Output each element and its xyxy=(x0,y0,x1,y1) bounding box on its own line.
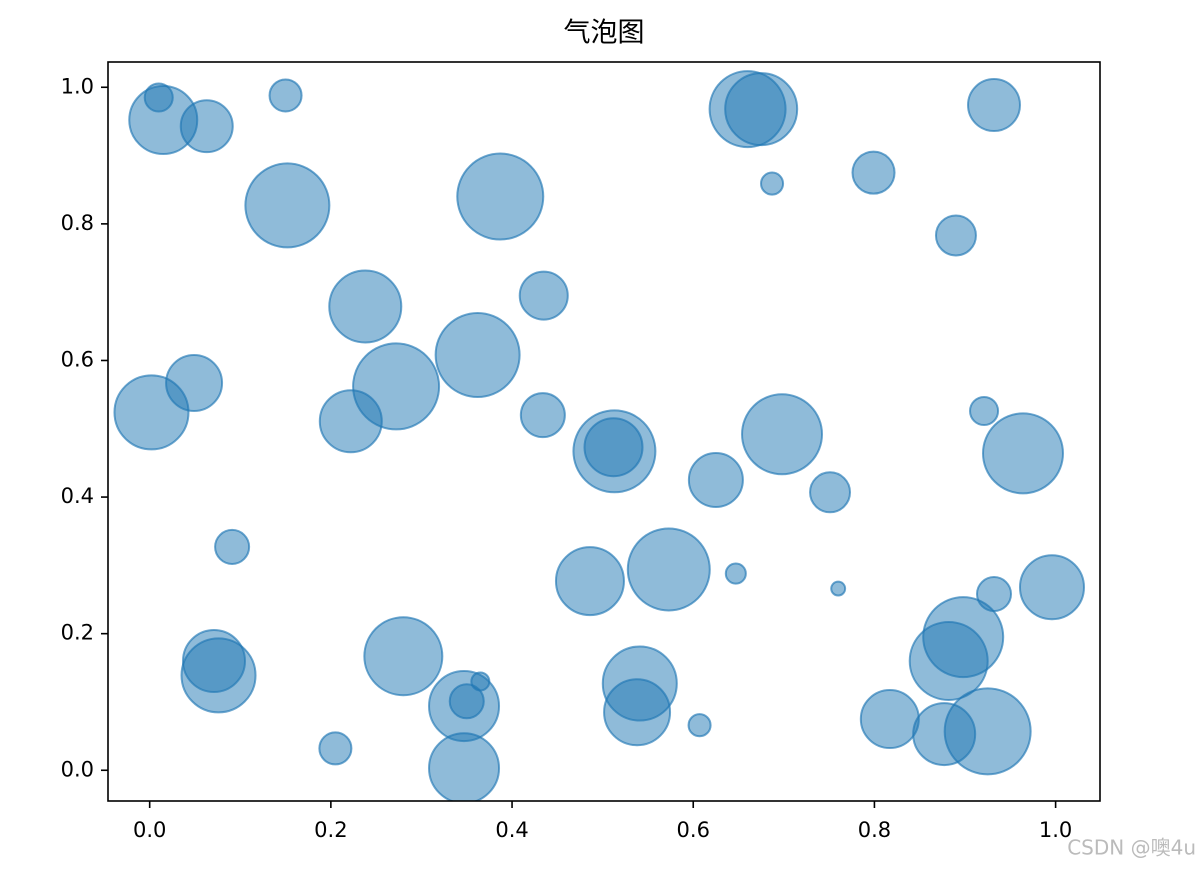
bubble xyxy=(518,270,569,321)
bubble xyxy=(214,528,251,565)
bubble xyxy=(179,99,234,154)
x-tick-label: 0.2 xyxy=(314,818,347,842)
bubble xyxy=(318,731,353,766)
bubble xyxy=(470,671,491,692)
bubble xyxy=(626,527,711,612)
bubble xyxy=(554,546,625,617)
bubble xyxy=(982,412,1064,495)
y-tick-label: 0.0 xyxy=(61,757,94,781)
y-tick-label: 0.6 xyxy=(61,347,94,371)
bubble xyxy=(328,269,403,344)
bubble xyxy=(760,171,785,196)
bubble xyxy=(687,451,744,508)
x-tick-label: 0.4 xyxy=(495,818,528,842)
bubble xyxy=(268,78,303,113)
y-tick-label: 0.8 xyxy=(61,211,94,235)
chart-title: 气泡图 xyxy=(564,18,645,49)
bubble xyxy=(434,312,521,398)
x-tick-label: 1.0 xyxy=(1039,818,1072,842)
axes-frame xyxy=(107,61,1101,802)
x-tick-label: 0.0 xyxy=(133,818,166,842)
bubble xyxy=(244,162,331,249)
bubble xyxy=(809,471,852,514)
bubble xyxy=(428,732,501,801)
bubble xyxy=(724,72,799,147)
x-tick-label: 0.8 xyxy=(858,818,891,842)
plot-area xyxy=(113,70,1085,801)
y-tick-label: 1.0 xyxy=(61,74,94,98)
y-tick-label: 0.2 xyxy=(61,621,94,645)
bubble xyxy=(969,395,1000,427)
bubble xyxy=(967,78,1021,133)
bubble xyxy=(934,214,977,257)
y-tick-label: 0.4 xyxy=(61,484,94,508)
bubble xyxy=(456,152,545,241)
bubble xyxy=(943,687,1032,776)
bubble xyxy=(603,678,672,747)
bubble xyxy=(583,417,644,478)
bubble xyxy=(687,713,712,738)
bubble xyxy=(851,150,896,195)
bubble xyxy=(448,683,485,720)
bubble xyxy=(318,389,383,454)
bubble xyxy=(363,616,444,697)
bubble xyxy=(724,562,747,585)
bubble xyxy=(908,620,989,701)
bubble xyxy=(830,580,847,597)
bubble xyxy=(1018,554,1085,621)
bubble xyxy=(741,393,824,476)
watermark: CSDN @噢4u xyxy=(1067,836,1196,860)
bubble xyxy=(180,637,257,714)
x-tick-label: 0.6 xyxy=(677,818,710,842)
bubble xyxy=(859,689,920,750)
bubble xyxy=(519,392,566,439)
bubble xyxy=(113,374,190,451)
